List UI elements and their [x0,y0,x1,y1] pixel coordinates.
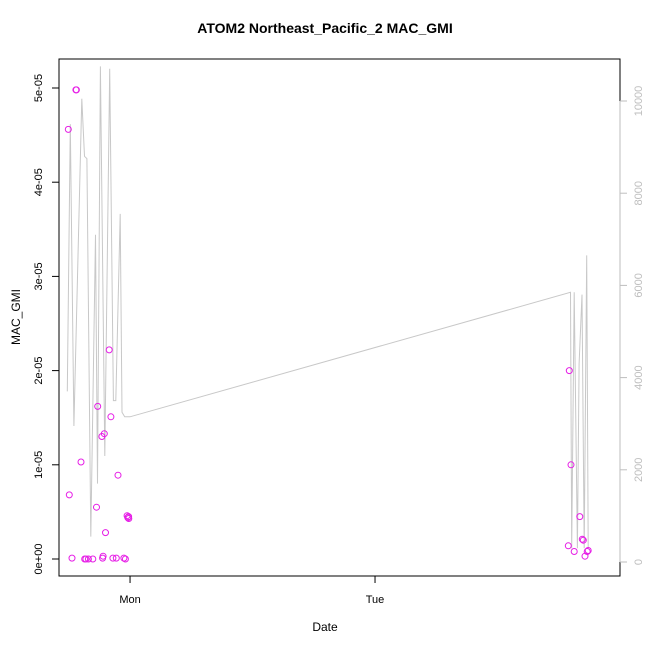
data-point [584,547,592,554]
data-point [576,513,584,521]
y-tick-label: 0e+00 [33,544,45,575]
data-point [125,515,133,522]
data-point [567,461,575,469]
x-axis-label: Date [312,620,338,634]
data-point [64,125,72,133]
data-point [579,536,587,544]
x-tick-label: Tue [366,594,385,606]
right-y-axis: 0 2000 4000 6000 8000 10000 [619,86,645,565]
y-tick-label: 4e-05 [33,168,45,196]
data-point [120,554,128,562]
y2-tick-label: 4000 [633,365,645,389]
data-point [112,554,120,562]
data-point [105,346,113,354]
data-point [82,555,90,563]
y2-tick-label: 0 [633,559,645,565]
data-point [570,548,578,555]
data-point [565,367,573,375]
data-point [583,548,591,555]
data-point [65,491,73,499]
data-point [109,554,117,562]
line-series-layer [66,66,589,549]
data-point [124,514,132,522]
data-point [121,555,129,563]
data-point [102,529,109,537]
y2-tick-label: 10000 [633,86,645,117]
data-point [68,554,76,562]
left-y-axis: 0e+00 1e-05 2e-05 3e-05 4e-05 5e-05 [33,74,60,575]
y2-tick-label: 8000 [633,181,645,205]
y-tick-label: 5e-05 [33,74,45,102]
data-point [93,503,100,511]
data-point [100,430,108,438]
data-point [99,552,107,560]
series-line [66,66,589,549]
data-point [564,542,572,550]
y-tick-label: 2e-05 [33,357,45,385]
y2-tick-label: 2000 [633,458,645,482]
data-point [84,555,92,563]
data-point [77,458,85,466]
data-point [89,555,97,563]
chart-title: ATOM2 Northeast_Pacific_2 MAC_GMI [197,20,453,36]
data-point [72,86,80,94]
point-series-layer [64,86,592,563]
y-tick-label: 1e-05 [33,451,45,479]
x-axis: Mon Tue [119,575,385,606]
data-point [107,413,115,421]
data-point [114,471,122,479]
y2-tick-label: 6000 [633,273,645,297]
plot-frame [58,58,621,577]
x-tick-label: Mon [119,594,140,606]
data-point [94,402,102,410]
data-point [578,535,586,543]
y-tick-label: 3e-05 [33,262,45,290]
